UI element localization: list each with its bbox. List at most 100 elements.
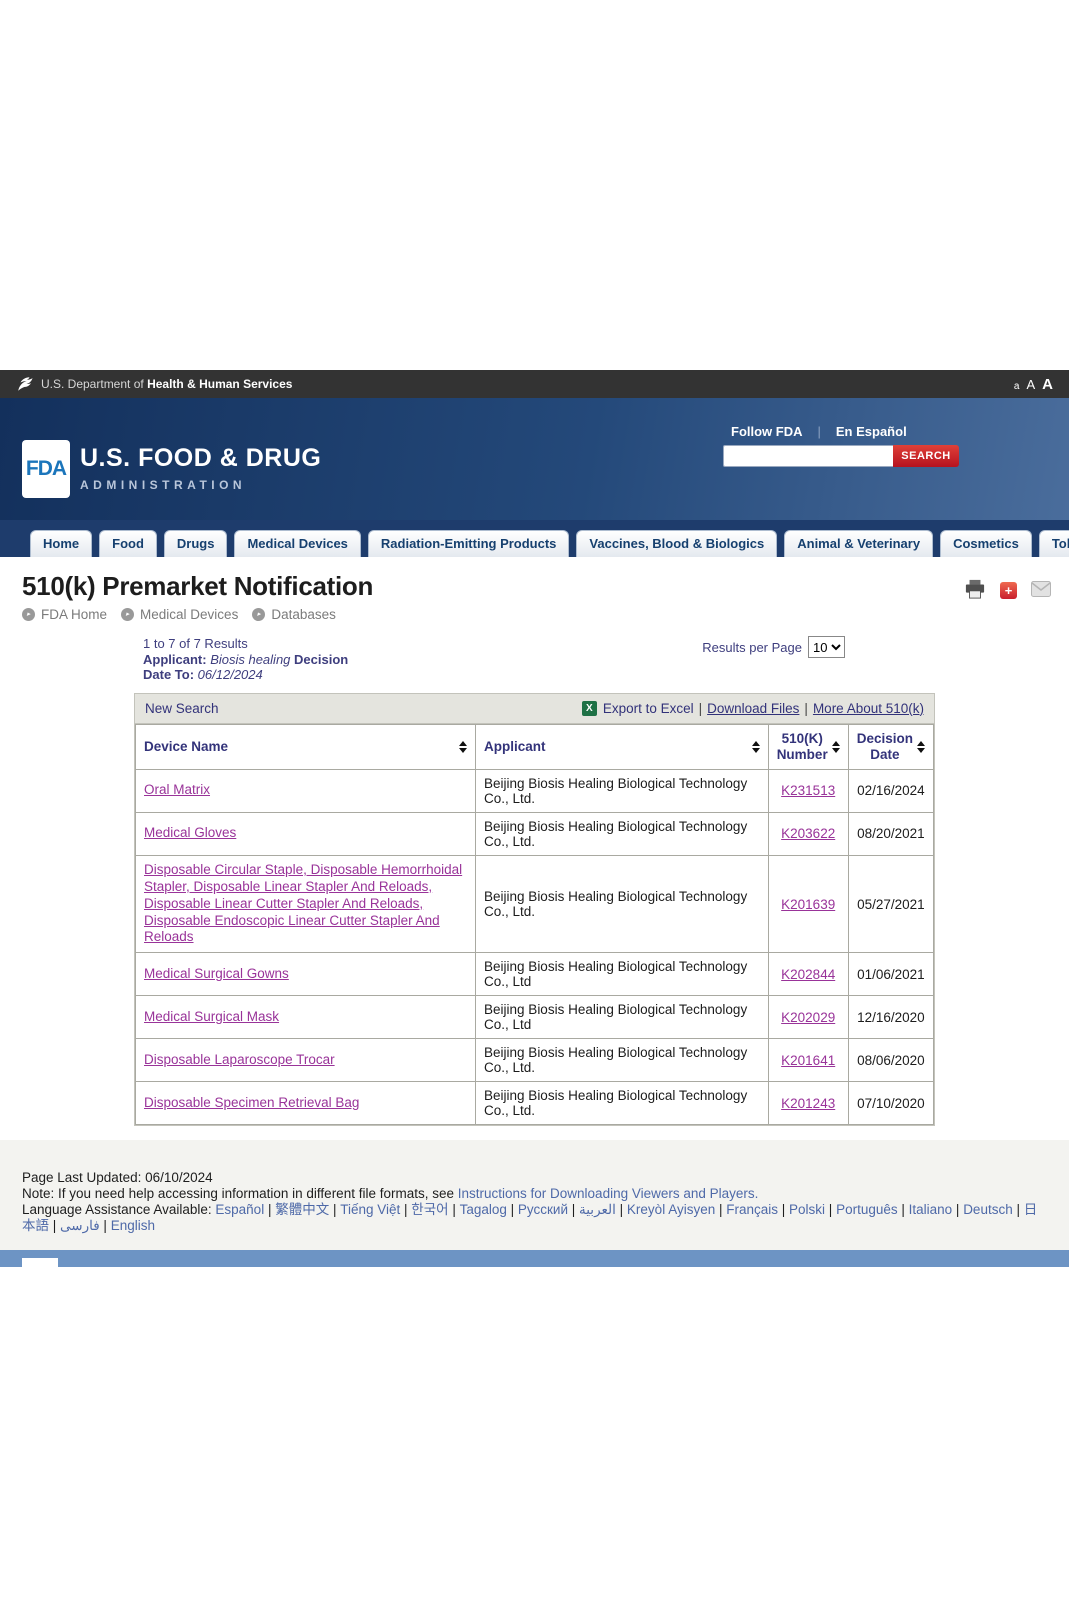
fda-header: FDA U.S. FOOD & DRUG ADMINISTRATION Foll… [0,398,1069,520]
per-page-select[interactable]: 10 [808,636,845,658]
510k-number-link[interactable]: K203622 [781,826,836,842]
results-per-page: Results per Page 10 [702,636,845,658]
column-header-decision-date[interactable]: Decision Date [847,723,935,770]
device-name-link[interactable]: Disposable Specimen Retrieval Bag [144,1094,360,1110]
language-link[interactable]: فارسی [60,1218,111,1233]
breadcrumb-label[interactable]: Databases [271,607,336,622]
applicant-text: Beijing Biosis Healing Biological Techno… [484,818,748,849]
nav-tab[interactable]: Drugs [163,530,228,557]
language-link[interactable]: Português [836,1202,909,1217]
510k-number-link[interactable]: K201639 [781,896,836,912]
device-name-cell: Disposable Laparoscope Trocar [134,1038,477,1083]
fda-brand-line1: U.S. FOOD & DRUG [80,444,322,472]
510k-number-link[interactable]: K201641 [781,1052,836,1068]
font-size-small-button[interactable]: a [1013,380,1020,392]
language-link[interactable]: Deutsch [963,1202,1024,1217]
device-name-link[interactable]: Disposable Laparoscope Trocar [144,1051,335,1067]
applicant-text: Beijing Biosis Healing Biological Techno… [484,775,748,806]
breadcrumb-item[interactable]: Medical Devices [121,607,238,622]
language-link[interactable]: Español [215,1202,275,1217]
en-espanol-link[interactable]: En Español [835,424,907,439]
nav-tab[interactable]: Vaccines, Blood & Biologics [576,530,778,557]
search-button[interactable]: SEARCH [893,445,959,467]
language-link[interactable]: Kreyòl Ayisyen [627,1202,726,1217]
table-row: Disposable Circular Staple, Disposable H… [134,854,935,954]
breadcrumb-label[interactable]: Medical Devices [140,607,239,622]
sort-icon[interactable] [917,740,925,753]
column-header-applicant[interactable]: Applicant [475,723,769,770]
sort-icon[interactable] [831,740,840,753]
device-name-link[interactable]: Medical Gloves [144,825,237,841]
language-link[interactable]: English [110,1218,155,1234]
date-to-label: Date To: [143,667,195,682]
510k-number-link[interactable]: K231513 [781,783,836,799]
nav-tab[interactable]: Radiation-Emitting Products [367,530,570,557]
header-links-divider: | [817,424,821,439]
510k-number-cell: K202029 [767,995,849,1040]
language-assistance: Language Assistance Available: Español繁體… [22,1202,1049,1234]
language-link[interactable]: Polski [789,1202,836,1217]
device-name-link[interactable]: Disposable Circular Staple, Disposable H… [144,861,463,945]
language-link[interactable]: Français [726,1202,789,1217]
search-input[interactable] [723,445,893,467]
sort-icon[interactable] [459,740,468,753]
applicant-cell: Beijing Biosis Healing Biological Techno… [475,1081,769,1126]
510k-number-link[interactable]: K202844 [781,966,836,982]
device-name-link[interactable]: Medical Surgical Mask [144,1008,280,1024]
language-link[interactable]: Русский [518,1202,579,1217]
device-name-cell: Disposable Circular Staple, Disposable H… [134,854,477,954]
export-to-excel-link[interactable]: Export to Excel [602,700,694,716]
applicant-cell: Beijing Biosis Healing Biological Techno… [475,995,769,1040]
applicant-text: Beijing Biosis Healing Biological Techno… [484,1002,748,1033]
hhs-dept-prefix: U.S. Department of [41,377,144,391]
follow-fda-link[interactable]: Follow FDA [731,424,803,439]
new-search-link[interactable]: New Search [145,700,219,716]
language-link[interactable]: Tagalog [460,1202,518,1217]
sort-icon[interactable] [751,740,760,753]
nav-tab[interactable]: Tobacco Products [1038,530,1069,557]
table-header-row: Device Name Applicant 510(K) Number Deci… [134,723,935,770]
510k-number-link[interactable]: K201243 [781,1095,836,1111]
downloading-viewers-link[interactable]: Instructions for Downloading Viewers and… [457,1186,759,1202]
language-link[interactable]: 繁體中文 [275,1202,340,1217]
table-toolbar-links: X Export to Excel | Download Files | Mor… [581,700,924,716]
decision-date-cell: 02/16/2024 [847,768,935,813]
download-files-link[interactable]: Download Files [707,700,800,716]
decision-date-text: 07/10/2020 [857,1095,925,1111]
nav-tab[interactable]: Cosmetics [940,530,1032,557]
nav-tab[interactable]: Medical Devices [234,530,361,557]
more-about-510k-link[interactable]: More About 510(k) [812,700,924,716]
nav-tab[interactable]: Food [99,530,157,557]
language-link[interactable]: Tiếng Việt [340,1202,411,1217]
results-filter-line1: Applicant: Biosis healing Decision [143,652,935,668]
font-size-medium-button[interactable]: A [1026,376,1036,392]
results-summary-row: 1 to 7 of 7 Results Applicant: Biosis he… [143,636,935,683]
language-link[interactable]: 한국어 [411,1202,459,1217]
email-icon[interactable] [1031,581,1051,600]
breadcrumb-label[interactable]: FDA Home [41,607,108,622]
column-header-device-name[interactable]: Device Name [134,723,477,770]
toolbar-separator: | [804,700,808,716]
decision-date-text: 08/06/2020 [857,1052,925,1068]
language-link[interactable]: العربية [579,1202,627,1217]
date-to-value: 06/12/2024 [197,667,263,682]
fda-logo[interactable]: FDA [22,440,70,498]
print-icon[interactable] [964,579,986,602]
main-content: 510(k) Premarket Notification + FDA Ho [0,557,1069,1141]
table-row: Oral Matrix Beijing Biosis Healing Biolo… [134,768,935,813]
header-search-area: Follow FDA | En Español SEARCH [723,424,963,467]
breadcrumb-item[interactable]: Databases [252,607,336,622]
breadcrumb-item[interactable]: FDA Home [22,607,107,622]
510k-number-link[interactable]: K202029 [781,1009,836,1025]
nav-tab[interactable]: Animal & Veterinary [784,530,934,557]
footer-note: Note: If you need help accessing informa… [22,1186,1049,1202]
share-icon[interactable]: + [1000,582,1017,599]
font-size-large-button[interactable]: A [1042,375,1053,393]
per-page-label: Results per Page [702,639,802,655]
device-name-link[interactable]: Oral Matrix [144,782,211,798]
column-header-510k-number[interactable]: 510(K) Number [767,723,849,770]
device-name-link[interactable]: Medical Surgical Gowns [144,965,289,981]
language-link[interactable]: Italiano [909,1202,964,1217]
results-filter-line2: Date To: 06/12/2024 [143,667,935,683]
nav-tab[interactable]: Home [30,530,93,557]
